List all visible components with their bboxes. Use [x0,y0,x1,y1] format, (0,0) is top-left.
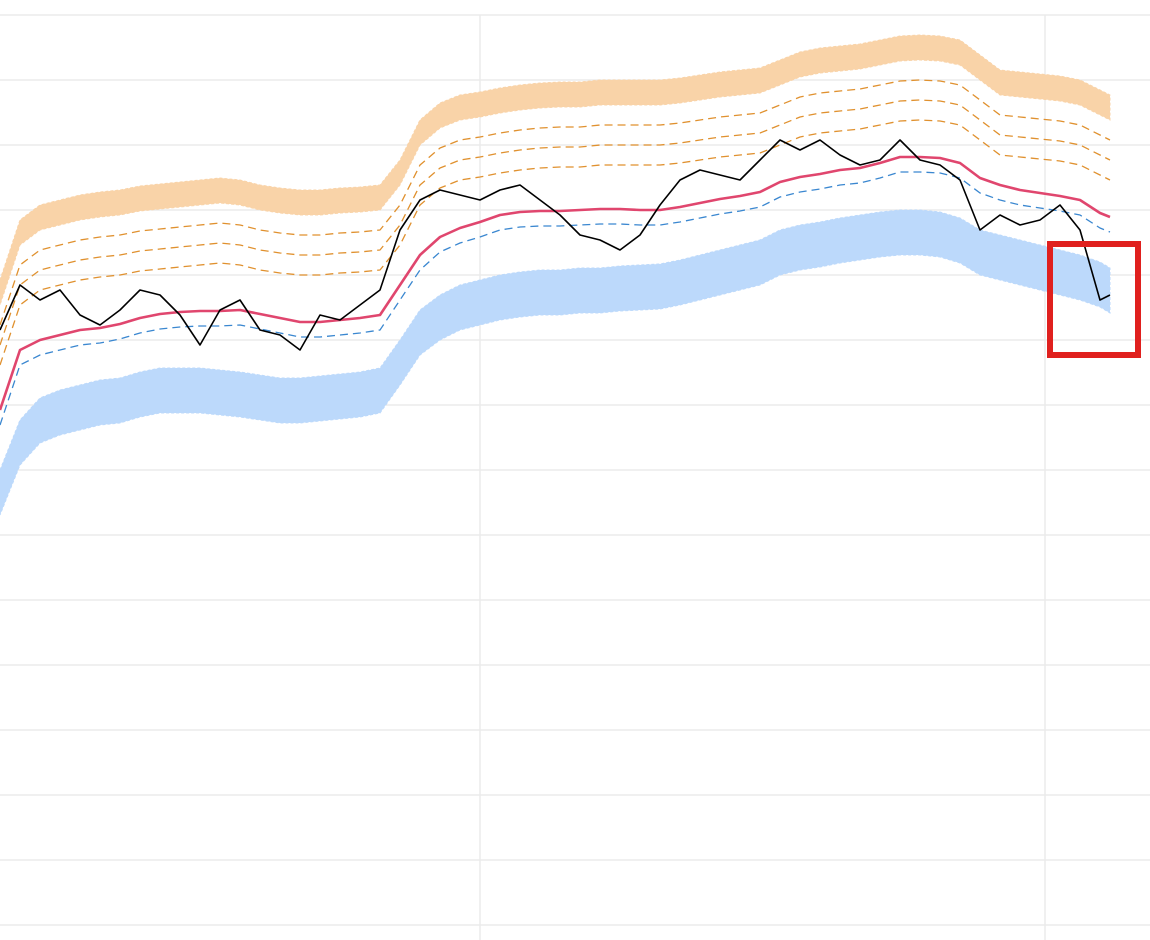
highlight-box [1047,241,1141,358]
band [0,34,1111,306]
grid [0,14,1150,940]
line [0,119,1111,366]
lines [0,79,1111,426]
line [0,79,1111,326]
line [0,139,1111,351]
band [0,209,1111,516]
line [0,99,1111,346]
line [0,155,1111,411]
bands [0,34,1111,516]
line [0,171,1111,426]
